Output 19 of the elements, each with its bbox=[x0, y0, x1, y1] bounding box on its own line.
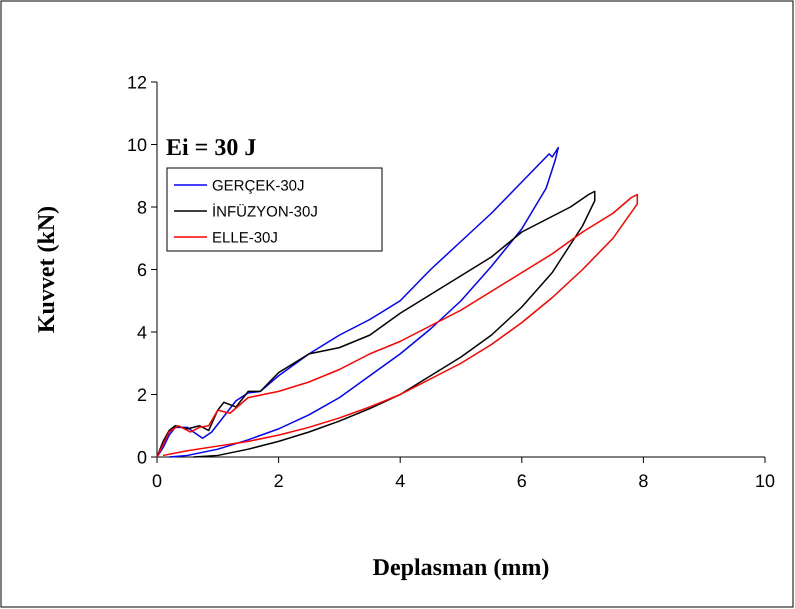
y-tick-label: 6 bbox=[136, 260, 147, 280]
y-axis-title: Kuvvet (kN) bbox=[34, 206, 60, 334]
x-tick-label: 8 bbox=[638, 471, 648, 491]
x-axis-title: Deplasman (mm) bbox=[372, 555, 550, 581]
x-tick-label: 10 bbox=[754, 471, 776, 491]
y-tick-label: 2 bbox=[136, 384, 147, 405]
annotation: Ei = 30 J bbox=[166, 135, 256, 161]
y-tick-label: 10 bbox=[126, 134, 147, 155]
legend-label: ELLE-30J bbox=[212, 229, 278, 246]
y-tick-label: 0 bbox=[136, 447, 147, 468]
y-tick-label: 8 bbox=[136, 197, 147, 218]
x-tick-label: 4 bbox=[395, 471, 406, 491]
legend-label: GERÇEK-30J bbox=[212, 177, 305, 194]
x-tick-label: 2 bbox=[274, 471, 284, 491]
x-tick-label: 6 bbox=[516, 471, 527, 491]
x-tick-label: 0 bbox=[152, 471, 162, 491]
legend-label: İNFÜZYON-30J bbox=[212, 202, 318, 220]
y-tick-label: 12 bbox=[126, 72, 147, 92]
y-tick-label: 4 bbox=[136, 322, 147, 342]
